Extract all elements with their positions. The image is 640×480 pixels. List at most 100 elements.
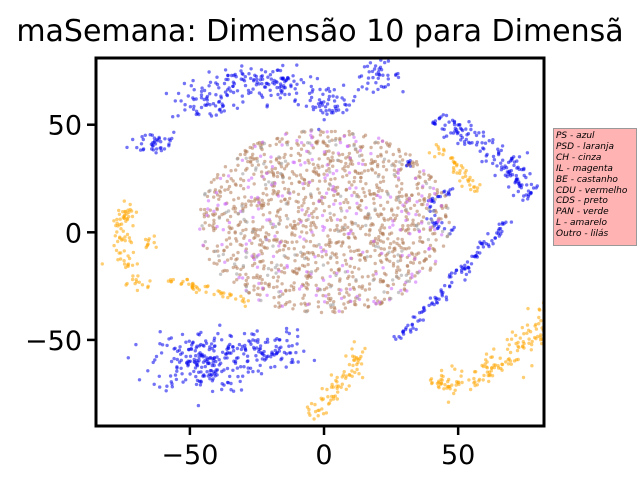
scatter-point <box>386 59 391 63</box>
scatter-point <box>331 111 335 115</box>
scatter-point <box>420 266 425 270</box>
scatter-point <box>318 288 323 292</box>
scatter-point <box>325 112 329 116</box>
scatter-point <box>283 92 287 97</box>
scatter-point <box>246 185 250 189</box>
scatter-point <box>411 164 415 169</box>
scatter-point <box>203 284 207 289</box>
scatter-point <box>508 174 513 178</box>
scatter-point <box>341 83 346 87</box>
scatter-point <box>373 296 377 300</box>
scatter-point <box>203 191 207 196</box>
scatter-point <box>218 176 223 181</box>
scatter-point <box>392 254 396 258</box>
scatter-point <box>193 366 198 370</box>
scatter-point <box>258 274 263 279</box>
plot-frame <box>94 56 546 428</box>
scatter-point <box>241 172 245 176</box>
scatter-point <box>484 159 488 163</box>
scatter-point <box>217 216 222 220</box>
scatter-point <box>291 160 295 164</box>
scatter-point <box>234 168 238 172</box>
scatter-point <box>539 319 543 323</box>
scatter-point <box>232 73 236 78</box>
scatter-point <box>192 88 196 92</box>
scatter-point <box>219 96 223 100</box>
scatter-point <box>522 166 526 171</box>
scatter-point <box>527 193 531 197</box>
scatter-point <box>376 154 380 159</box>
scatter-point <box>342 226 346 230</box>
scatter-point <box>231 253 236 257</box>
scatter-point <box>169 336 173 340</box>
scatter-point <box>340 310 345 314</box>
scatter-point <box>255 292 260 297</box>
scatter-point <box>320 213 325 218</box>
scatter-point <box>456 123 460 127</box>
legend-entry: L - amarelo <box>556 218 608 229</box>
scatter-point <box>299 284 304 288</box>
scatter-point <box>478 183 482 187</box>
scatter-point <box>475 186 480 190</box>
scatter-point <box>317 157 321 161</box>
scatter-point <box>496 147 500 151</box>
scatter-point <box>249 195 254 199</box>
scatter-point <box>208 345 212 349</box>
scatter-point <box>285 225 289 229</box>
scatter-point <box>459 374 463 378</box>
scatter-point <box>284 365 288 369</box>
scatter-point <box>398 258 403 263</box>
scatter-point <box>287 344 291 348</box>
scatter-point <box>459 138 463 142</box>
scatter-point <box>271 275 276 279</box>
scatter-point <box>290 357 294 362</box>
scatter-point <box>141 148 145 152</box>
scatter-point <box>378 280 382 284</box>
scatter-point <box>443 213 448 217</box>
scatter-point <box>404 207 408 212</box>
scatter-point <box>464 272 469 277</box>
scatter-point <box>183 103 187 107</box>
scatter-point <box>374 72 379 76</box>
scatter-point <box>271 70 275 74</box>
scatter-point <box>219 361 223 365</box>
scatter-point <box>231 389 236 393</box>
scatter-point <box>344 161 348 166</box>
scatter-point <box>311 233 315 237</box>
scatter-point <box>256 234 260 238</box>
scatter-point <box>346 225 350 229</box>
scatter-point <box>517 182 521 186</box>
scatter-point <box>243 304 247 308</box>
scatter-point <box>486 232 490 236</box>
scatter-point <box>152 136 157 140</box>
scatter-point <box>210 363 214 368</box>
scatter-point <box>299 78 303 82</box>
scatter-point <box>232 103 236 107</box>
scatter-point <box>275 263 279 267</box>
scatter-point <box>287 176 292 180</box>
scatter-point <box>301 80 306 85</box>
scatter-point <box>265 193 269 197</box>
scatter-point <box>335 185 340 189</box>
scatter-point <box>112 219 116 223</box>
scatter-point <box>412 161 416 166</box>
scatter-point <box>323 195 327 200</box>
scatter-point <box>392 172 396 177</box>
scatter-point <box>321 278 326 282</box>
scatter-point <box>240 299 244 303</box>
scatter-point <box>331 158 335 163</box>
scatter-point <box>301 129 306 133</box>
scatter-point <box>508 350 513 355</box>
scatter-point <box>296 209 301 214</box>
scatter-point <box>284 213 289 218</box>
scatter-point <box>358 226 363 231</box>
scatter-point <box>321 92 325 97</box>
scatter-point <box>396 237 400 241</box>
scatter-point <box>236 196 241 200</box>
scatter-point <box>215 355 219 359</box>
scatter-point <box>199 93 204 97</box>
scatter-point <box>452 225 456 230</box>
scatter-point <box>252 236 256 240</box>
scatter-point <box>414 327 418 332</box>
scatter-point <box>257 281 261 286</box>
